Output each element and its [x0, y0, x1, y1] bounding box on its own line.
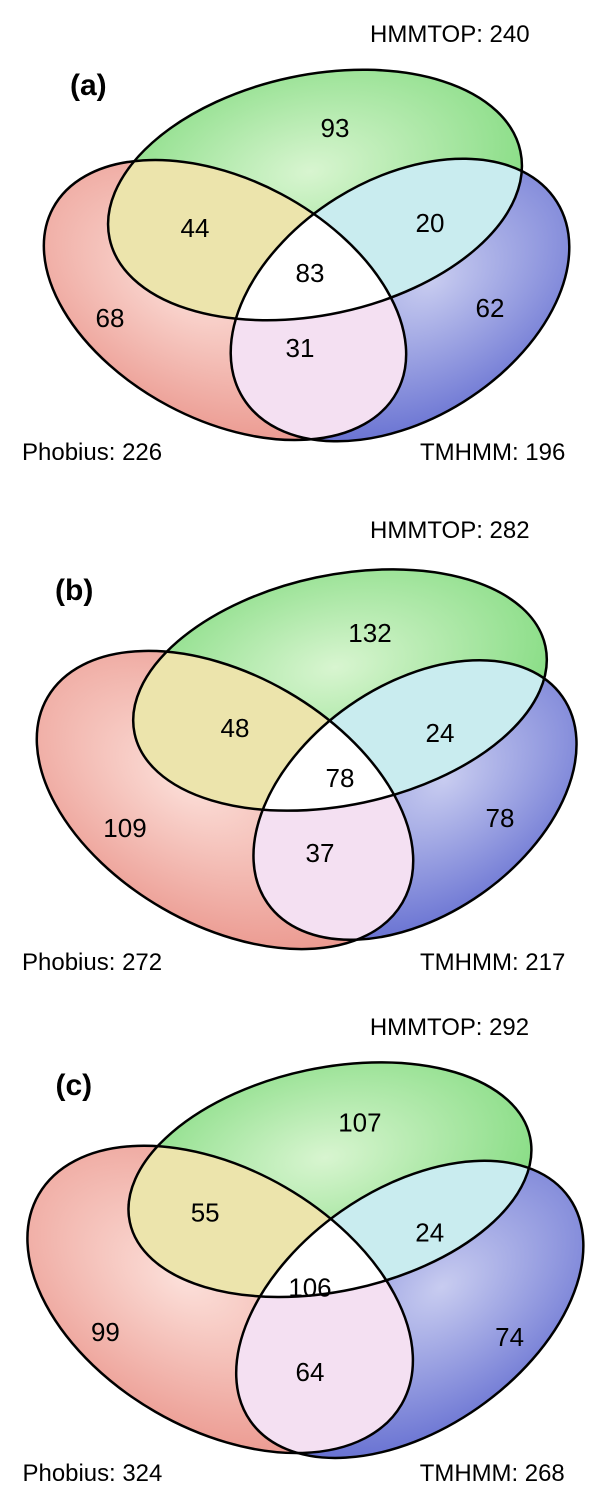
value-top-c: 107 [338, 1110, 381, 1138]
venn-b: (b) HMMTOP: 282 Phobius: 272 TMHMM: 217 … [0, 500, 600, 1000]
value-leftright-b: 37 [306, 838, 335, 868]
value-right-b: 78 [486, 803, 515, 833]
panel-a: (a) HMMTOP: 240 Phobius: 226 TMHMM: 196 … [0, 0, 600, 500]
value-left-c: 99 [91, 1319, 120, 1347]
value-topright-c: 24 [415, 1219, 444, 1247]
label-tmhmm-b: TMHMM: 217 [420, 949, 565, 976]
value-leftright-a: 31 [286, 333, 315, 363]
label-phobius-b: Phobius: 272 [22, 949, 162, 976]
value-topleft-a: 44 [181, 213, 210, 243]
venn-c: (c) HMMTOP: 292 Phobius: 324 TMHMM: 268 … [0, 1000, 600, 1499]
value-center-c: 106 [288, 1274, 331, 1302]
value-left-b: 109 [103, 813, 146, 843]
label-tmhmm-c: TMHMM: 268 [420, 1460, 565, 1487]
value-left-a: 68 [96, 303, 125, 333]
value-topleft-c: 55 [191, 1199, 220, 1227]
label-hmmtop-b: HMMTOP: 282 [370, 517, 530, 544]
value-center-a: 83 [296, 258, 325, 288]
value-top-b: 132 [348, 618, 391, 648]
panel-letter-a: (a) [70, 69, 107, 102]
figure-container: (a) HMMTOP: 240 Phobius: 226 TMHMM: 196 … [0, 0, 600, 1499]
label-hmmtop-c: HMMTOP: 292 [370, 1014, 529, 1041]
value-topright-a: 20 [416, 208, 445, 238]
venn-a: (a) HMMTOP: 240 Phobius: 226 TMHMM: 196 … [0, 0, 600, 500]
value-topleft-b: 48 [221, 713, 250, 743]
label-hmmtop-a: HMMTOP: 240 [370, 21, 530, 48]
panel-letter-c: (c) [55, 1069, 92, 1102]
label-tmhmm-a: TMHMM: 196 [420, 439, 565, 466]
label-phobius-a: Phobius: 226 [22, 439, 162, 466]
value-right-a: 62 [476, 293, 505, 323]
label-phobius-c: Phobius: 324 [23, 1460, 163, 1487]
value-top-a: 93 [321, 113, 350, 143]
panel-b: (b) HMMTOP: 282 Phobius: 272 TMHMM: 217 … [0, 500, 600, 1000]
panel-c: (c) HMMTOP: 292 Phobius: 324 TMHMM: 268 … [0, 1000, 600, 1499]
panel-letter-b: (b) [55, 574, 93, 607]
value-right-c: 74 [495, 1324, 524, 1352]
value-topright-b: 24 [426, 718, 455, 748]
value-leftright-c: 64 [296, 1359, 325, 1387]
value-center-b: 78 [326, 763, 355, 793]
